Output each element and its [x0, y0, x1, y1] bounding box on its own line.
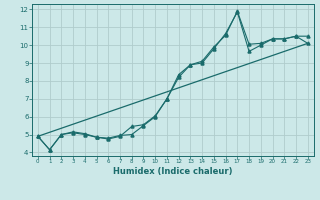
X-axis label: Humidex (Indice chaleur): Humidex (Indice chaleur) — [113, 167, 233, 176]
